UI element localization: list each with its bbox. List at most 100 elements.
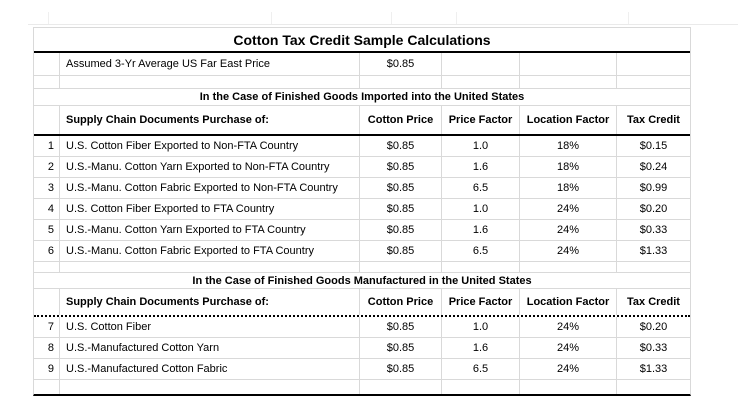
empty-cell xyxy=(34,380,60,394)
column-header-purchase: Supply Chain Documents Purchase of: xyxy=(60,289,360,315)
empty-cell xyxy=(520,53,617,75)
row-description: U.S.-Manu. Cotton Yarn Exported to FTA C… xyxy=(60,220,360,240)
row-number: 4 xyxy=(34,199,60,219)
section-heading-manufactured: In the Case of Finished Goods Manufactur… xyxy=(34,273,690,289)
empty-cell xyxy=(617,262,690,272)
cotton-price-value: $0.85 xyxy=(360,178,442,198)
row-number-cell xyxy=(34,53,60,75)
table-row: 1 U.S. Cotton Fiber Exported to Non-FTA … xyxy=(34,136,690,157)
column-header-purchase: Supply Chain Documents Purchase of: xyxy=(60,106,360,134)
table-row: 7 U.S. Cotton Fiber $0.85 1.0 24% $0.20 xyxy=(34,317,690,338)
empty-cell xyxy=(34,289,60,315)
empty-cell xyxy=(442,380,520,394)
assumed-price-row: Assumed 3-Yr Average US Far East Price $… xyxy=(34,53,690,76)
location-factor-value: 24% xyxy=(520,359,617,379)
price-factor-value: 1.0 xyxy=(442,317,520,337)
spacer-row xyxy=(34,262,690,273)
column-header-location-factor: Location Factor xyxy=(520,289,617,315)
sheet-gridline-horizontal xyxy=(28,24,738,25)
column-header-location-factor: Location Factor xyxy=(520,106,617,134)
empty-cell xyxy=(617,76,690,88)
tax-credit-value: $1.33 xyxy=(639,244,668,257)
empty-cell xyxy=(34,76,60,88)
cotton-price-value: $0.85 xyxy=(360,220,442,240)
assumed-price-label: Assumed 3-Yr Average US Far East Price xyxy=(60,53,360,75)
tax-credit-value: $1.33 xyxy=(639,362,668,375)
tax-credit-value: $0.20 xyxy=(639,320,668,333)
sheet-gridline-tick xyxy=(628,12,629,24)
location-factor-value: 18% xyxy=(520,178,617,198)
row-description: U.S.-Manu. Cotton Fabric Exported to Non… xyxy=(60,178,360,198)
price-factor-value: 1.6 xyxy=(442,157,520,177)
location-factor-value: 24% xyxy=(520,338,617,358)
empty-cell xyxy=(442,262,520,272)
section-heading-label: In the Case of Finished Goods Manufactur… xyxy=(192,274,532,287)
column-header-row: Supply Chain Documents Purchase of: Cott… xyxy=(34,289,690,317)
sheet-gridline-tick xyxy=(391,12,392,24)
price-factor-value: 6.5 xyxy=(442,359,520,379)
cotton-price-value: $0.85 xyxy=(360,241,442,261)
sheet-gridline-tick xyxy=(48,12,49,24)
tax-credit-value: $0.33 xyxy=(639,341,668,354)
empty-cell xyxy=(360,380,442,394)
location-factor-value: 18% xyxy=(520,136,617,156)
empty-cell xyxy=(360,76,442,88)
location-factor-value: 18% xyxy=(520,157,617,177)
row-number: 1 xyxy=(34,136,60,156)
price-factor-value: 6.5 xyxy=(442,178,520,198)
tax-credit-value: $0.24 xyxy=(639,160,668,173)
location-factor-value: 24% xyxy=(520,241,617,261)
row-number: 7 xyxy=(34,317,60,337)
row-number: 9 xyxy=(34,359,60,379)
empty-cell xyxy=(60,380,360,394)
location-factor-value: 24% xyxy=(520,317,617,337)
column-header-tax-credit: Tax Credit xyxy=(627,113,680,126)
empty-cell xyxy=(442,53,520,75)
empty-cell xyxy=(617,53,690,75)
empty-cell xyxy=(617,380,690,394)
row-number: 8 xyxy=(34,338,60,358)
row-description: U.S. Cotton Fiber Exported to FTA Countr… xyxy=(60,199,360,219)
cotton-tax-credit-table: Cotton Tax Credit Sample Calculations As… xyxy=(33,27,691,396)
table-row: 8 U.S.-Manufactured Cotton Yarn $0.85 1.… xyxy=(34,338,690,359)
tax-credit-value: $0.99 xyxy=(639,181,668,194)
tax-credit-value: $0.33 xyxy=(639,223,668,236)
row-description: U.S.-Manufactured Cotton Yarn xyxy=(60,338,360,358)
column-header-price-factor: Price Factor xyxy=(442,106,520,134)
row-number: 3 xyxy=(34,178,60,198)
location-factor-value: 24% xyxy=(520,220,617,240)
cotton-price-value: $0.85 xyxy=(360,136,442,156)
empty-cell xyxy=(60,262,360,272)
row-description: U.S.-Manufactured Cotton Fabric xyxy=(60,359,360,379)
row-description: U.S. Cotton Fiber Exported to Non-FTA Co… xyxy=(60,136,360,156)
title-row: Cotton Tax Credit Sample Calculations xyxy=(34,28,690,53)
row-description: U.S. Cotton Fiber xyxy=(60,317,360,337)
empty-cell xyxy=(360,262,442,272)
row-description: U.S.-Manu. Cotton Fabric Exported to FTA… xyxy=(60,241,360,261)
cotton-price-value: $0.85 xyxy=(360,338,442,358)
tax-credit-value: $0.20 xyxy=(639,202,668,215)
empty-cell xyxy=(520,76,617,88)
sheet-gridline-tick xyxy=(271,12,272,24)
empty-cell xyxy=(520,380,617,394)
column-header-tax-credit: Tax Credit xyxy=(627,295,680,308)
table-row: 2 U.S.-Manu. Cotton Yarn Exported to Non… xyxy=(34,157,690,178)
table-row: 4 U.S. Cotton Fiber Exported to FTA Coun… xyxy=(34,199,690,220)
empty-cell xyxy=(60,76,360,88)
tax-credit-value: $0.15 xyxy=(639,139,668,152)
price-factor-value: 1.6 xyxy=(442,338,520,358)
row-number: 5 xyxy=(34,220,60,240)
column-header-row: Supply Chain Documents Purchase of: Cott… xyxy=(34,106,690,136)
price-factor-value: 6.5 xyxy=(442,241,520,261)
page-title: Cotton Tax Credit Sample Calculations xyxy=(233,31,491,48)
column-header-price-factor: Price Factor xyxy=(442,289,520,315)
price-factor-value: 1.6 xyxy=(442,220,520,240)
section-heading-label: In the Case of Finished Goods Imported i… xyxy=(199,91,525,103)
column-header-cotton-price: Cotton Price xyxy=(360,289,442,315)
table-row: 5 U.S.-Manu. Cotton Yarn Exported to FTA… xyxy=(34,220,690,241)
empty-cell xyxy=(520,262,617,272)
cotton-price-value: $0.85 xyxy=(360,359,442,379)
cotton-price-value: $0.85 xyxy=(360,157,442,177)
assumed-price-value: $0.85 xyxy=(360,53,442,75)
